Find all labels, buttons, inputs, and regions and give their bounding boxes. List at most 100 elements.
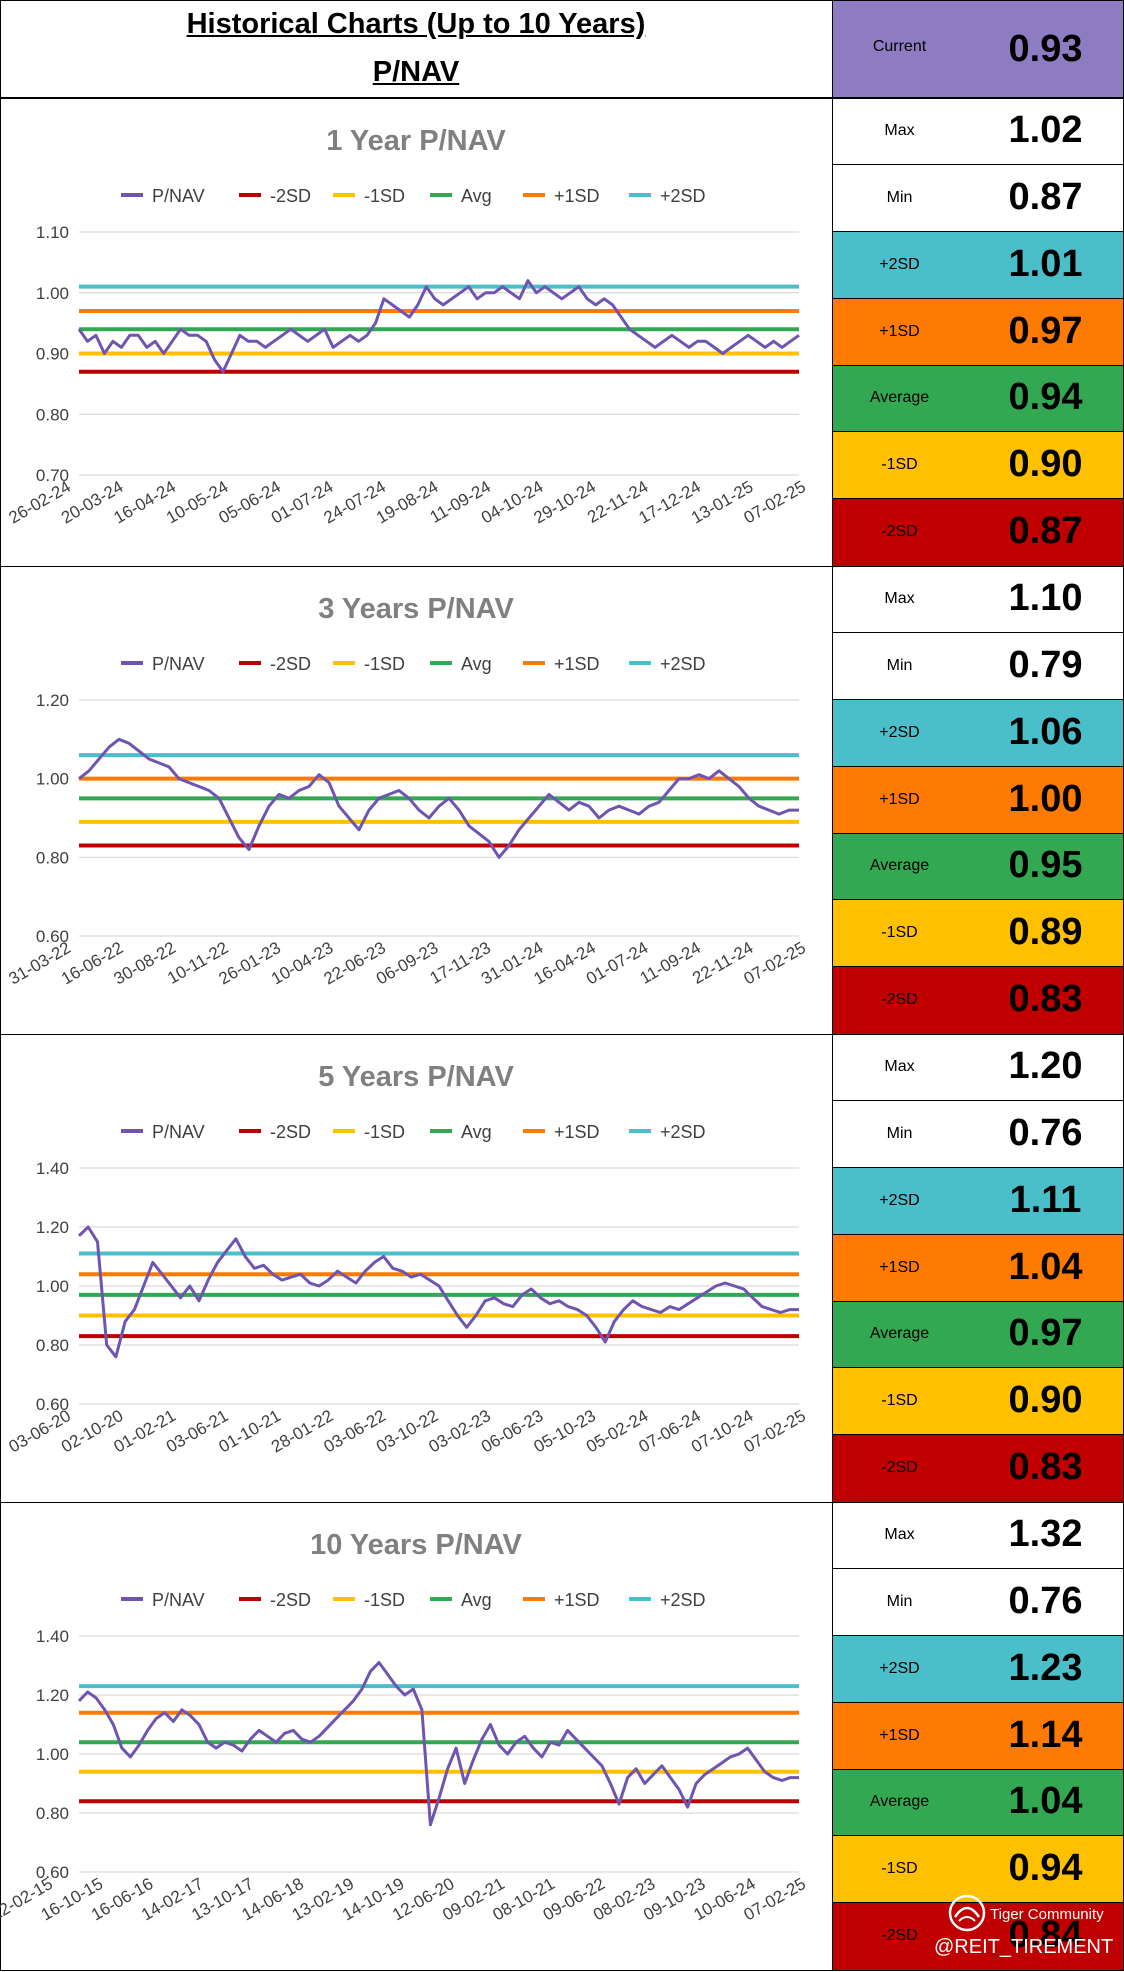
y-tick-label: 1.00 <box>36 1745 69 1764</box>
stat-label: Min <box>886 188 913 206</box>
stat-m2sd: -2SD 0.83 <box>832 966 1124 1034</box>
svg-text:-1SD: -1SD <box>364 654 405 674</box>
stat-label: Average <box>869 1793 930 1810</box>
stat-label: Average <box>869 1325 930 1342</box>
y-tick-label: 0.60 <box>36 927 69 946</box>
stat-cell-avg <box>832 1301 1124 1368</box>
y-tick-label: 0.60 <box>36 1863 69 1882</box>
stat-p1sd: +1SD 1.04 <box>832 1234 1124 1301</box>
stat-cell-m2sd <box>832 1902 1124 1971</box>
svg-text:-2SD: -2SD <box>270 654 311 674</box>
stat-cell-min <box>832 1100 1124 1168</box>
stat-avg: Average 0.94 <box>832 365 1124 431</box>
pnav-series-line <box>77 1225 799 1359</box>
stat-value: 0.94 <box>1008 376 1083 418</box>
legend-entry: P/NAV <box>121 186 205 206</box>
legend-entry: +1SD <box>523 186 600 206</box>
y-tick-label: 1.20 <box>36 1686 69 1705</box>
stat-cell-avg <box>832 365 1124 432</box>
stat-value: 0.87 <box>1008 175 1083 218</box>
stat-label: -1SD <box>881 1859 918 1877</box>
svg-text:-1SD: -1SD <box>364 1122 405 1142</box>
stat-cell-p1sd <box>832 1702 1124 1770</box>
legend-entry: -1SD <box>333 1590 405 1610</box>
stat-p1sd: +1SD 0.97 <box>832 298 1124 365</box>
y-tick-label: 1.00 <box>36 1277 69 1296</box>
svg-text:P/NAV: P/NAV <box>152 1590 205 1610</box>
stat-cell-m2sd <box>832 1434 1124 1503</box>
stat-min: Min 0.87 <box>832 164 1124 231</box>
svg-text:+1SD: +1SD <box>554 1590 600 1610</box>
stat-label: Max <box>884 1526 915 1543</box>
stat-cell-avg <box>832 833 1124 900</box>
tiger-logo-icon <box>948 1894 986 1932</box>
stat-value: 0.97 <box>1008 309 1083 352</box>
svg-text:+2SD: +2SD <box>660 186 706 206</box>
stat-min: Min 0.79 <box>832 632 1124 699</box>
legend-entry: -2SD <box>239 1590 311 1610</box>
stat-value: 1.06 <box>1008 710 1083 753</box>
y-tick-label: 1.20 <box>36 1218 69 1237</box>
stat-label: Min <box>886 1124 913 1142</box>
stat-m2sd: -2SD 0.87 <box>832 498 1124 566</box>
legend-entry: +2SD <box>629 1122 706 1142</box>
stat-label: -2SD <box>881 1459 918 1476</box>
svg-text:-2SD: -2SD <box>270 186 311 206</box>
y-tick-label: 0.80 <box>36 1804 69 1823</box>
stat-label: -1SD <box>881 1391 918 1409</box>
chart-title: 10 Years P/NAV <box>310 1529 522 1561</box>
stat-avg: Average 0.95 <box>832 833 1124 899</box>
chart-title: 1 Year P/NAV <box>326 125 506 157</box>
stat-value: 0.83 <box>1008 978 1083 1020</box>
stat-value: 0.76 <box>1008 1111 1083 1154</box>
svg-text:+2SD: +2SD <box>660 1122 706 1142</box>
svg-text:-1SD: -1SD <box>364 186 405 206</box>
stat-value: 0.87 <box>1008 510 1083 552</box>
stat-p2sd: +2SD 1.23 <box>832 1635 1124 1702</box>
legend-entry: -2SD <box>239 1122 311 1142</box>
svg-text:Avg: Avg <box>461 186 492 206</box>
stat-value: 0.90 <box>1008 442 1083 485</box>
stat-value: 1.01 <box>1008 242 1083 285</box>
stat-max: Max 1.02 <box>832 98 1124 164</box>
chart-svg: 1 Year P/NAV P/NAV -2SD -1SD Avg +1SD +2SD 0.70… <box>6 125 809 527</box>
svg-text:Avg: Avg <box>461 654 492 674</box>
stat-value: 1.04 <box>1008 1780 1083 1822</box>
stat-value: 1.10 <box>1008 577 1083 619</box>
legend-entry: P/NAV <box>121 1122 205 1142</box>
stat-max: Max 1.20 <box>832 1034 1124 1100</box>
stat-value: 1.04 <box>1008 1245 1083 1288</box>
svg-text:P/NAV: P/NAV <box>152 654 205 674</box>
current-value: 0.93 <box>1008 28 1083 70</box>
stat-label: -1SD <box>881 923 918 941</box>
stat-value: 1.02 <box>1008 109 1083 151</box>
chart-svg: 5 Years P/NAV P/NAV -2SD -1SD Avg +1SD +2SD 0.6… <box>6 1061 809 1456</box>
stat-value: 0.90 <box>1008 1378 1083 1421</box>
page-title: Historical Charts (Up to 10 Years) <box>186 8 646 40</box>
stat-p2sd: +2SD 1.01 <box>832 231 1124 298</box>
stat-min: Min 0.76 <box>832 1568 1124 1635</box>
stat-label: -2SD <box>881 1927 918 1944</box>
stat-avg: Average 0.97 <box>832 1301 1124 1367</box>
legend-entry: -1SD <box>333 654 405 674</box>
stat-label: +2SD <box>879 1659 920 1677</box>
legend-entry: P/NAV <box>121 1590 205 1610</box>
watermark-handle: @REIT_TIREMENT <box>934 1936 1114 1958</box>
chart-svg: 10 Years P/NAV P/NAV -2SD -1SD Avg +1SD +2SD 0.… <box>0 1529 809 1924</box>
stat-m1sd: -1SD 0.90 <box>832 431 1124 498</box>
legend-entry: -2SD <box>239 186 311 206</box>
y-tick-label: 0.80 <box>36 1336 69 1355</box>
stat-value: 1.11 <box>1009 1178 1082 1221</box>
legend-entry: P/NAV <box>121 654 205 674</box>
current-cell <box>832 0 1124 98</box>
stat-label: Average <box>869 857 930 874</box>
svg-text:P/NAV: P/NAV <box>152 1122 205 1142</box>
stat-m1sd: -1SD 0.94 <box>832 1835 1124 1902</box>
current-label: Current <box>872 38 927 55</box>
stat-label: +2SD <box>879 1191 920 1209</box>
pnav-series-line <box>77 279 800 374</box>
stat-p1sd: +1SD 1.14 <box>832 1702 1124 1769</box>
stat-p2sd: +2SD 1.06 <box>832 699 1124 766</box>
svg-text:+1SD: +1SD <box>554 654 600 674</box>
legend-entry: +1SD <box>523 654 600 674</box>
